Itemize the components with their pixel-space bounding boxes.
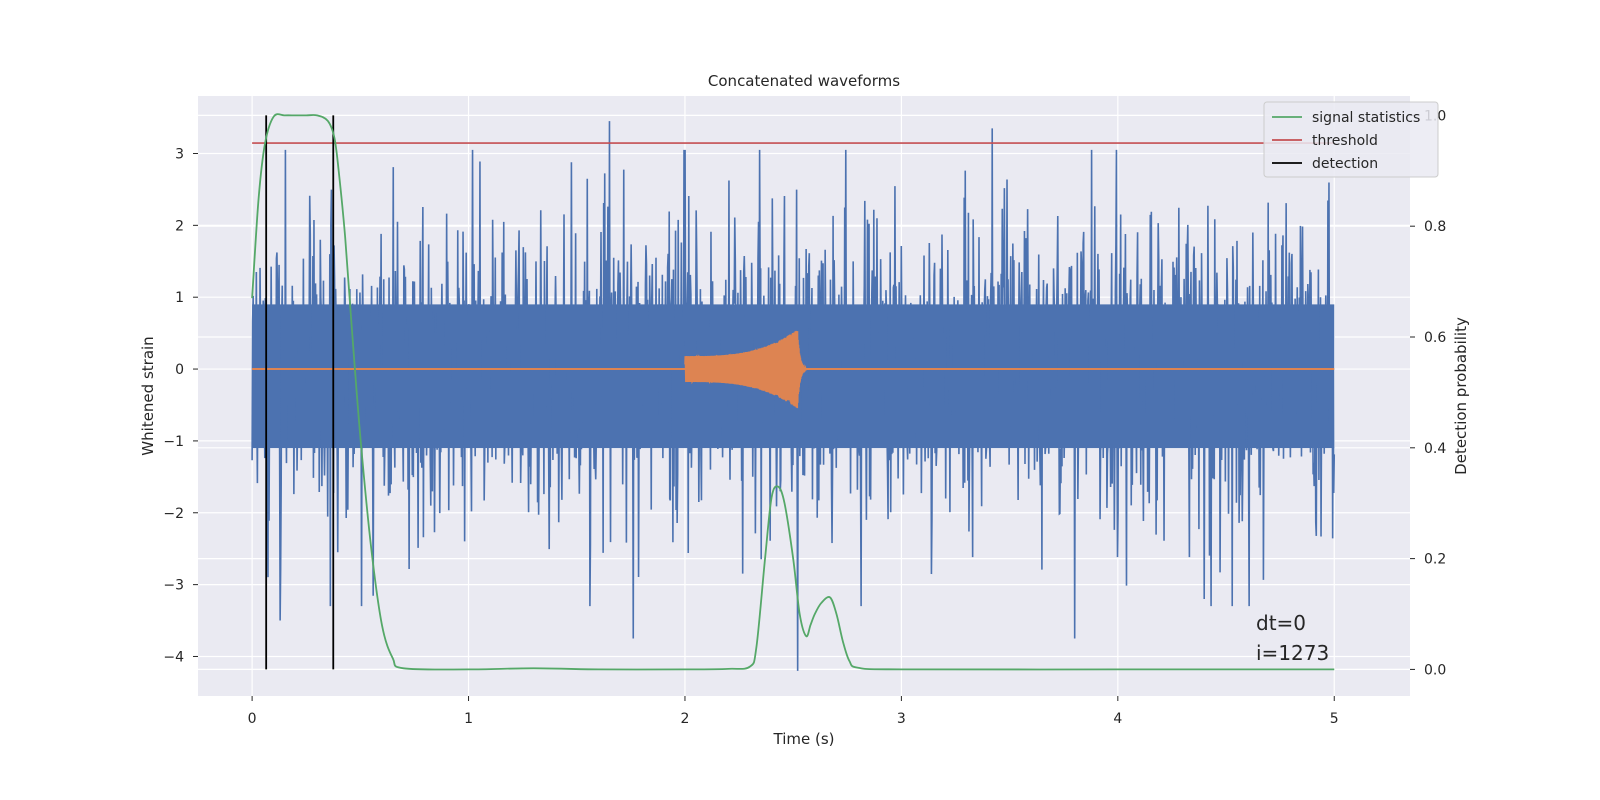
y-axis-label-right: Detection probability: [1452, 317, 1470, 475]
noise-line: [251, 121, 1336, 671]
legend-box: [1263, 101, 1439, 178]
chart-title: Concatenated waveforms: [708, 72, 900, 90]
y-tick-label-left: −1: [163, 434, 184, 450]
y-tick-label-left: 0: [175, 362, 184, 378]
y-tick-label-left: −4: [163, 649, 184, 665]
y-tick-label-right: 0.2: [1424, 552, 1446, 568]
y-tick-label-left: −3: [163, 578, 184, 594]
y-tick-label-right: 0.4: [1424, 441, 1446, 457]
detection-series: [265, 115, 335, 670]
y-tick-label-right: 0.6: [1424, 330, 1446, 346]
y-tick-label-right: 0.0: [1424, 662, 1446, 678]
y-axis-label-left: Whitened strain: [139, 336, 157, 455]
annotation-dt: dt=0: [1256, 611, 1306, 635]
x-tick-label: 3: [897, 711, 906, 727]
signal-statistics-series: [251, 113, 1335, 671]
x-tick-label: 0: [248, 711, 257, 727]
y-tick-label-left: 1: [175, 290, 184, 306]
x-tick-label: 2: [681, 711, 690, 727]
legend: signal statistics threshold detection: [1263, 101, 1439, 178]
x-tick-label: 4: [1113, 711, 1122, 727]
y-tick-label-left: 2: [175, 218, 184, 234]
injection-chirp: [684, 330, 807, 409]
x-tick-label: 5: [1330, 711, 1339, 727]
y-tick-label-left: −2: [163, 506, 184, 522]
signal-statistics-line: [251, 113, 1335, 671]
x-tick-label: 1: [464, 711, 473, 727]
legend-entry-signal-statistics: signal statistics: [1312, 110, 1420, 126]
annotation-index: i=1273: [1256, 641, 1329, 665]
x-axis-label: Time (s): [773, 730, 835, 748]
legend-entry-detection: detection: [1312, 156, 1378, 172]
y-tick-label-left: 3: [175, 146, 184, 162]
y-tick-label-right: 0.8: [1424, 219, 1446, 235]
injection-series: [252, 330, 1335, 409]
legend-entry-threshold: threshold: [1312, 133, 1378, 149]
